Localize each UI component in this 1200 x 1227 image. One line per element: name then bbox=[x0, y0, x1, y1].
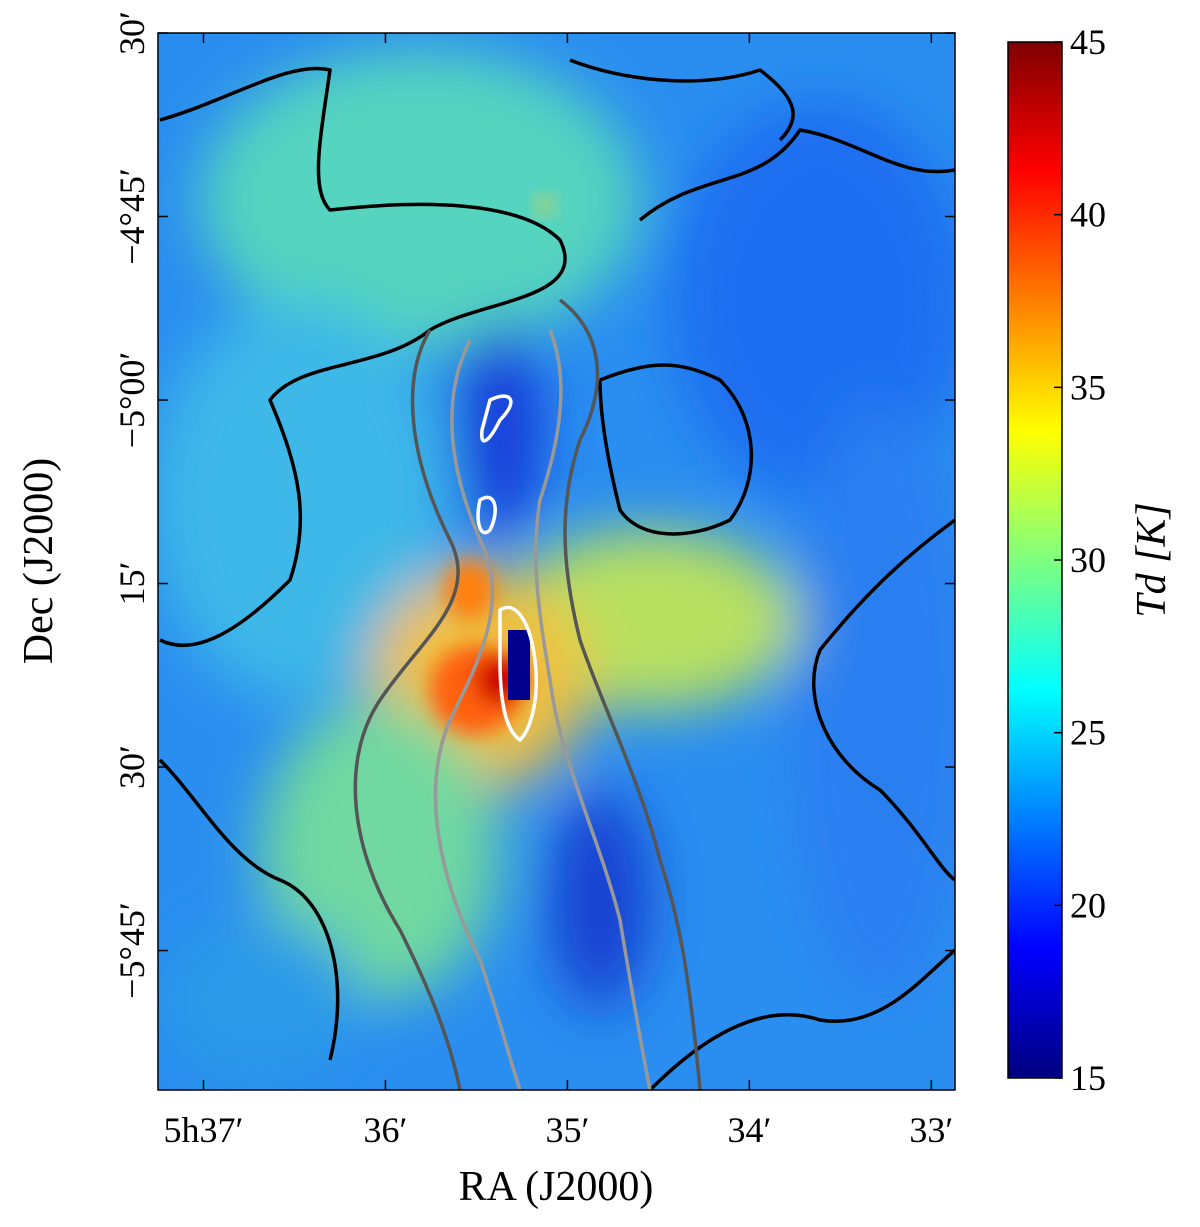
colorbar bbox=[1007, 41, 1063, 1079]
colorbar-tick-label: 15 bbox=[1070, 1058, 1106, 1098]
colorbar-label: Td [K] bbox=[1129, 502, 1175, 618]
colorbar-tick-label: 20 bbox=[1070, 885, 1106, 925]
colorbar-tick-label: 35 bbox=[1070, 367, 1106, 407]
x-tick-label: 5h37′ bbox=[164, 1110, 244, 1150]
temperature-map bbox=[158, 33, 955, 1090]
plot-frame bbox=[157, 32, 956, 1091]
colorbar-tick-label: 40 bbox=[1070, 195, 1106, 235]
x-tick-label: 33′ bbox=[909, 1110, 953, 1150]
x-tick-label: 34′ bbox=[727, 1110, 771, 1150]
y-tick-label: −5°45′ bbox=[112, 902, 152, 999]
y-tick-label: 30′ bbox=[112, 745, 152, 789]
x-tick-label: 35′ bbox=[545, 1110, 589, 1150]
y-tick-label: 15′ bbox=[112, 562, 152, 606]
colorbar-tick-label: 45 bbox=[1070, 22, 1106, 62]
x-tick-label: 36′ bbox=[364, 1110, 408, 1150]
colorbar-tick-label: 30 bbox=[1070, 540, 1106, 580]
y-tick-label: 30′ bbox=[112, 11, 152, 55]
y-tick-label: −4°45′ bbox=[112, 168, 152, 265]
colorbar-tick-label: 25 bbox=[1070, 713, 1106, 753]
y-tick-label: −5°00′ bbox=[112, 352, 152, 449]
x-axis-label: RA (J2000) bbox=[459, 1164, 654, 1210]
y-axis-label: Dec (J2000) bbox=[16, 458, 62, 664]
